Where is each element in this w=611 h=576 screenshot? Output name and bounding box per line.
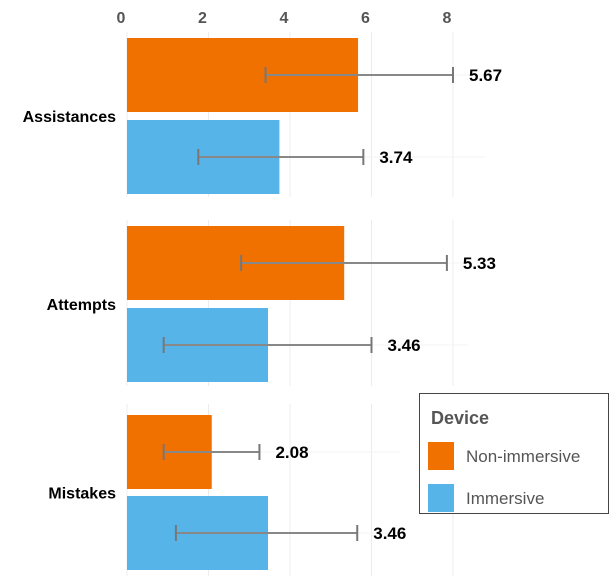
value-label: 3.46	[373, 524, 406, 543]
bars	[127, 38, 359, 570]
category-label: Mistakes	[48, 486, 116, 503]
x-tick-label: 2	[198, 10, 207, 27]
x-tick-label: 6	[361, 10, 370, 27]
legend-item-non-immersive: Non-immersive	[428, 442, 608, 470]
value-labels: 5.67 5.33 2.08 3.74 3.46 3.46	[275, 66, 502, 543]
legend-item-immersive: Immersive	[428, 484, 608, 512]
category-label: Attempts	[47, 297, 116, 314]
legend-swatch-non-immersive	[428, 442, 454, 470]
legend-swatch-immersive	[428, 484, 454, 512]
x-tick-label: 4	[280, 10, 289, 27]
category-labels: Assistances Attempts Mistakes	[23, 109, 116, 503]
value-label: 3.74	[379, 148, 413, 167]
legend: Device Non-immersive Immersive	[419, 393, 609, 514]
legend-label-non-immersive: Non-immersive	[466, 447, 581, 466]
x-tick-label: 0	[117, 10, 126, 27]
value-label: 5.33	[463, 254, 496, 273]
category-label: Assistances	[23, 109, 116, 126]
legend-title: Device	[431, 408, 490, 428]
value-label: 2.08	[275, 443, 308, 462]
x-axis-tick-labels: 0 2 4 6 8	[117, 10, 452, 27]
value-label: 5.67	[469, 66, 502, 85]
legend-label-immersive: Immersive	[466, 489, 545, 508]
error-bars	[162, 67, 454, 541]
value-label: 3.46	[388, 336, 421, 355]
x-tick-label: 8	[443, 10, 452, 27]
